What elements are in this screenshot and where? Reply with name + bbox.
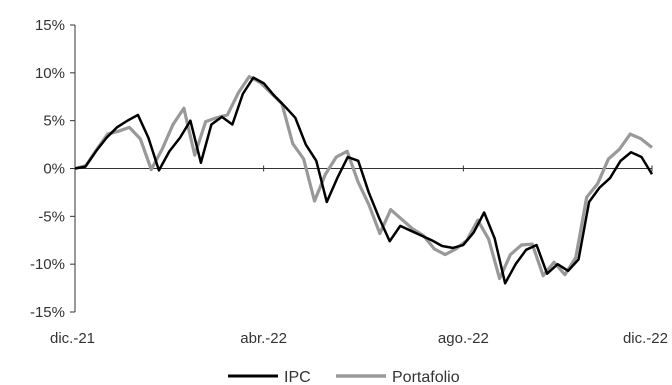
y-axis-ticks: 15% 10% 5% 0% -5% -10% -15% — [30, 17, 75, 321]
x-tick-label: dic.-22 — [623, 330, 668, 347]
y-tick-label: -5% — [38, 208, 65, 225]
legend-label-ipc: IPC — [284, 369, 311, 385]
legend-label-portafolio: Portafolio — [392, 369, 460, 385]
series-layer — [74, 75, 654, 285]
legend: IPC Portafolio — [228, 369, 460, 385]
x-tick-label: dic.-21 — [50, 330, 95, 347]
y-tick-label: 15% — [35, 17, 65, 34]
series-line-ipc — [74, 76, 654, 285]
y-tick-label: 0% — [43, 161, 65, 178]
y-tick-label: -10% — [30, 256, 65, 273]
x-tick-label: ago.-22 — [438, 330, 489, 347]
y-tick-label: 10% — [35, 65, 65, 82]
y-tick-label: -15% — [30, 304, 65, 321]
x-tick-label: abr.-22 — [240, 330, 287, 347]
y-tick-label: 5% — [43, 113, 65, 130]
x-axis-ticks: dic.-21 abr.-22 ago.-22 dic.-22 — [50, 165, 668, 347]
